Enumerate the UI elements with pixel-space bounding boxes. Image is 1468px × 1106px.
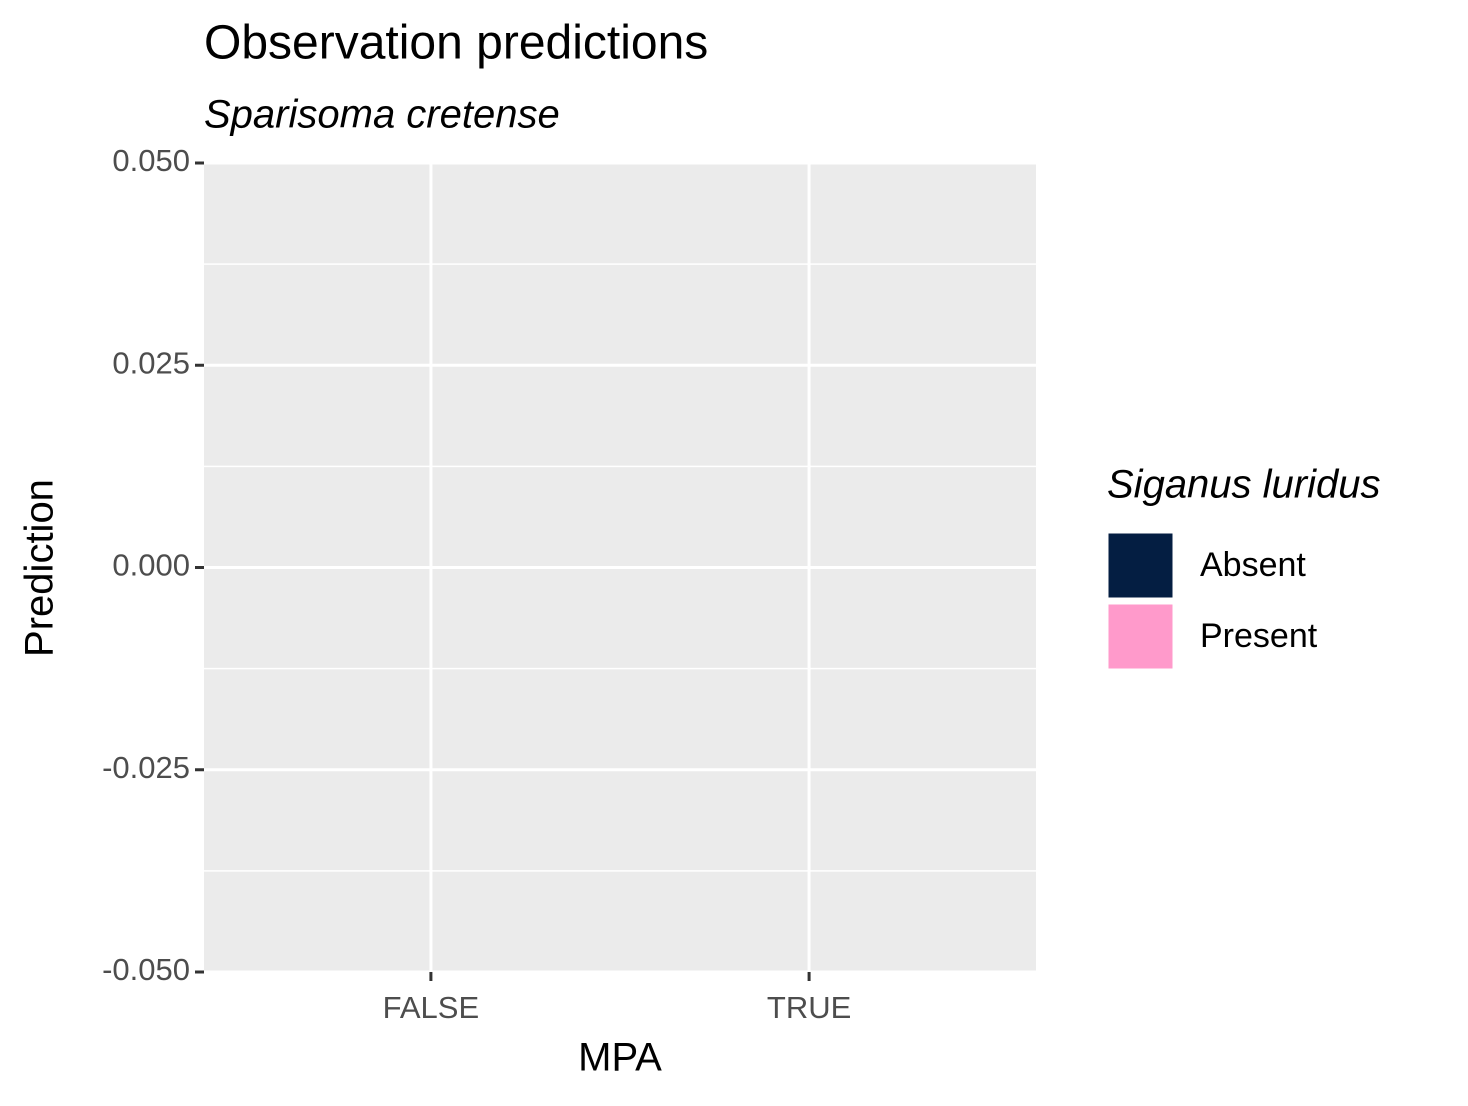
y-tick-label: -0.050 [102, 952, 190, 987]
x-tick-label: FALSE [383, 990, 480, 1025]
y-tick-label: -0.025 [102, 750, 190, 785]
y-tick-label: 0.050 [112, 143, 190, 178]
legend-key [1105, 530, 1176, 601]
legend-title: Siganus luridus [1107, 463, 1381, 507]
y-tick-label: 0.000 [112, 548, 190, 583]
y-tick-label: 0.025 [112, 345, 190, 380]
x-tick-label: TRUE [767, 990, 851, 1025]
y-axis-title: Prediction [18, 479, 62, 657]
legend-label: Present [1200, 617, 1318, 655]
x-axis-title: MPA [578, 1036, 662, 1080]
legend-label: Absent [1200, 546, 1306, 584]
chart-subtitle: Sparisoma cretense [204, 93, 560, 137]
chart-title: Observation predictions [204, 17, 708, 70]
legend-key [1105, 601, 1176, 672]
